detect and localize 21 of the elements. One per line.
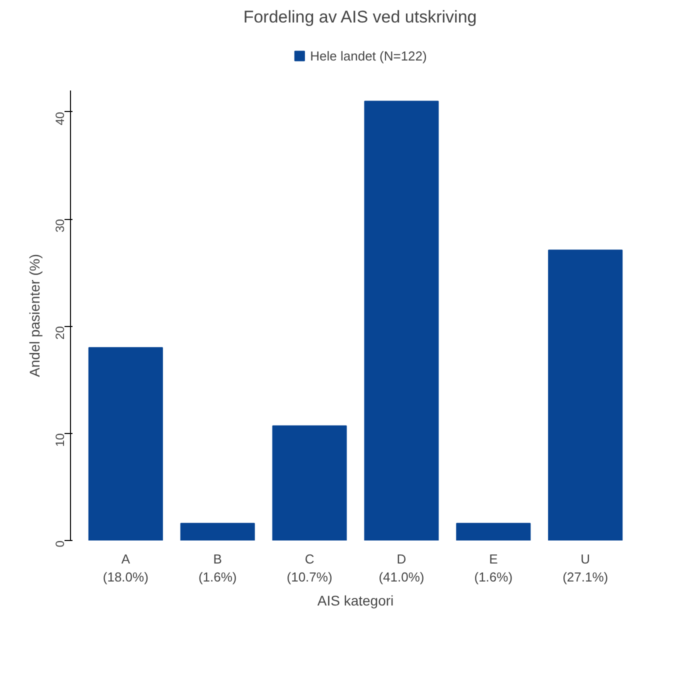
data-label: (27.1%) xyxy=(562,570,608,584)
x-tick-label: A xyxy=(121,552,130,566)
y-axis-title: Andel pasienter (%) xyxy=(26,254,42,377)
y-tick-label: 20 xyxy=(53,326,67,340)
data-label: (10.7%) xyxy=(286,570,332,584)
x-tick-label: U xyxy=(580,552,590,566)
data-label: (41.0%) xyxy=(378,570,424,584)
y-tick-label: 10 xyxy=(53,433,67,447)
chart-title: Fordeling av AIS ved utskriving xyxy=(243,8,477,26)
legend-label: Hele landet (N=122) xyxy=(310,48,427,63)
data-label: (1.6%) xyxy=(198,570,237,584)
x-tick-label: E xyxy=(489,552,498,566)
x-tick-label: D xyxy=(396,552,406,566)
y-tick-label: 30 xyxy=(53,218,67,232)
x-tick-label: B xyxy=(213,552,222,566)
x-tick-label: C xyxy=(304,552,314,566)
data-label: (1.6%) xyxy=(474,570,513,584)
x-axis-title: AIS kategori xyxy=(317,592,394,608)
data-label: (18.0%) xyxy=(102,570,148,584)
y-tick-label: 0 xyxy=(53,540,67,548)
y-tick-label: 40 xyxy=(53,112,67,126)
